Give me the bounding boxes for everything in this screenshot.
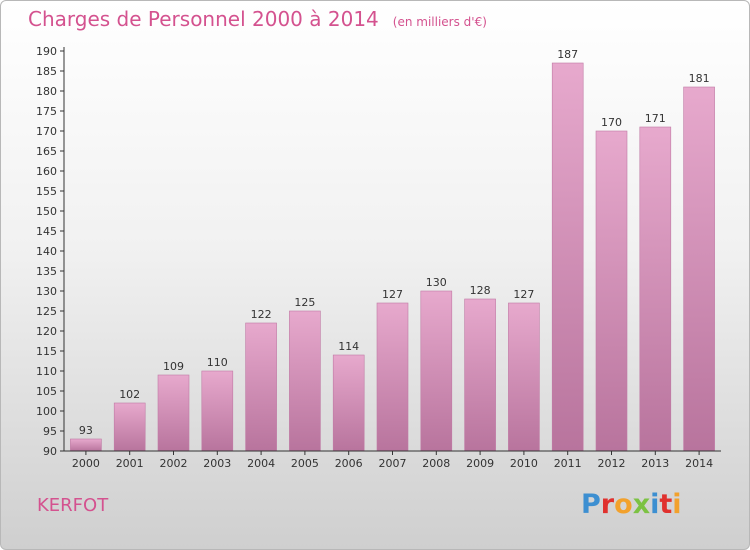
y-tick-label: 170 [36,125,57,138]
bar-data-label: 127 [513,288,534,301]
y-tick-label: 105 [36,385,57,398]
x-tick-label: 2010 [510,457,538,470]
y-tick-label: 190 [36,45,57,58]
logo-letter: t [659,489,673,520]
x-tick-label: 2012 [598,457,626,470]
bar-data-label: 130 [426,276,447,289]
y-tick-label: 120 [36,325,57,338]
bar-data-label: 109 [163,360,184,373]
bar-data-label: 93 [79,424,93,437]
y-tick-label: 145 [36,225,57,238]
bar-data-label: 171 [645,112,666,125]
x-tick-label: 2009 [466,457,494,470]
bar [508,302,540,452]
proxiti-logo: Proxiti [581,489,682,520]
y-tick-label: 165 [36,145,57,158]
bar-data-label: 128 [470,284,491,297]
y-tick-label: 155 [36,185,57,198]
y-tick-label: 140 [36,245,57,258]
bar [157,374,190,452]
bar [201,370,234,452]
x-tick-label: 2000 [72,457,100,470]
bar [464,298,496,452]
logo-letter: i [650,489,660,520]
bar [683,86,715,452]
bar [551,62,584,452]
y-tick-label: 100 [36,405,57,418]
logo-letter: x [632,489,651,520]
y-tick-label: 135 [36,265,57,278]
y-tick-label: 110 [36,365,57,378]
bar-data-label: 170 [601,116,622,129]
y-tick-label: 185 [36,65,57,78]
bar [245,322,277,452]
bar [332,354,365,452]
bar [113,402,146,452]
logo-letter: r [600,489,615,520]
y-tick-label: 115 [36,345,57,358]
x-tick-label: 2011 [554,457,582,470]
x-tick-label: 2002 [160,457,188,470]
commune-name: KERFOT [37,495,109,516]
y-tick-label: 150 [36,205,57,218]
bar-data-label: 125 [294,296,315,309]
x-tick-label: 2014 [685,457,713,470]
bar-data-label: 181 [689,72,710,85]
x-tick-label: 2007 [379,457,407,470]
x-tick-label: 2005 [291,457,319,470]
bar-data-label: 122 [251,308,272,321]
logo-letter: o [614,489,633,520]
x-tick-label: 2001 [116,457,144,470]
x-tick-label: 2013 [641,457,669,470]
x-tick-label: 2006 [335,457,363,470]
y-tick-label: 160 [36,165,57,178]
y-tick-label: 180 [36,85,57,98]
bar-data-label: 187 [557,48,578,61]
bar [639,126,672,452]
y-tick-label: 130 [36,285,57,298]
bar [70,438,102,452]
y-tick-label: 90 [43,445,57,458]
x-tick-label: 2003 [203,457,231,470]
bar-data-label: 110 [207,356,228,369]
bar-data-label: 102 [119,388,140,401]
bar [376,302,409,452]
bar [595,130,628,452]
bar [420,290,453,452]
logo-letter: i [672,489,682,520]
y-tick-label: 125 [36,305,57,318]
y-tick-label: 175 [36,105,57,118]
y-tick-label: 95 [43,425,57,438]
x-tick-label: 2008 [422,457,450,470]
chart-title-text: Charges de Personnel 2000 à 2014 [28,7,379,31]
logo-letter: P [581,489,601,520]
chart-subtitle: (en milliers d'€) [392,15,487,29]
bar [289,310,321,452]
x-tick-label: 2004 [247,457,275,470]
chart-title: Charges de Personnel 2000 à 2014 (en mill… [28,7,487,31]
bar-data-label: 127 [382,288,403,301]
bar-data-label: 114 [338,340,359,353]
